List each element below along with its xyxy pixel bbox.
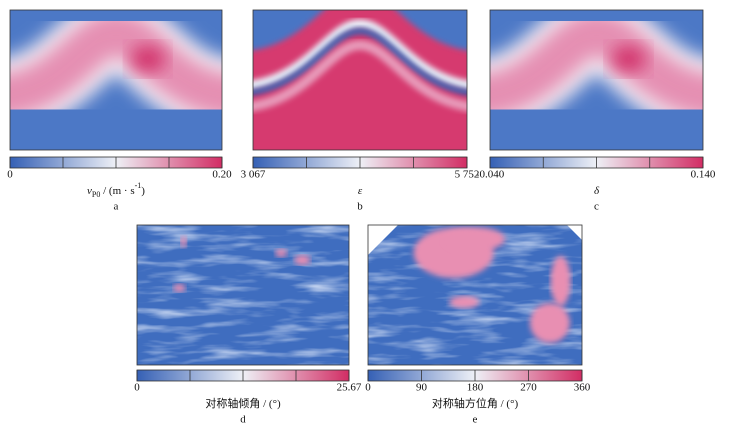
heat-core (610, 45, 647, 73)
colorbar-tick-label: 0 (365, 382, 371, 394)
colorbar-tick-label: 0 (7, 169, 13, 181)
heatmap (137, 225, 349, 365)
heat-spot (294, 255, 311, 265)
heat-spot (445, 227, 505, 251)
heat-noise (137, 225, 349, 365)
heatmap (253, 10, 467, 150)
heat-band (253, 27, 467, 96)
colorbar-tick-label: 25.67 (337, 382, 362, 394)
panel: 0 25.67 对称轴倾角 / (°) d (134, 224, 362, 426)
heat-band (490, 11, 703, 118)
colorbar-label: 对称轴倾角 / (°) (205, 396, 281, 410)
colorbar-label: δ (594, 185, 600, 197)
heat-band (10, 11, 222, 118)
panel: -0.040 0.140 δc (476, 9, 716, 213)
heatmap (368, 225, 582, 365)
heat-spot (550, 256, 571, 306)
colorbar-label: ε (358, 185, 363, 197)
panel-letter: e (473, 414, 478, 426)
heat-band (253, 18, 467, 91)
label-part: δ (594, 185, 600, 197)
heat-frame (489, 9, 704, 151)
label-part: P0 (92, 190, 100, 199)
colorbar-tick-label: 0 (134, 382, 140, 394)
colorbar-tick-label: 5 752 (455, 169, 480, 181)
panel: 0 0.20 vP0 / (m · s-1) a (7, 9, 232, 213)
colorbar-tick-label: 0.20 (212, 169, 232, 181)
colorbar-tick-label: 180 (467, 382, 484, 394)
heat-frame (367, 224, 583, 366)
panel-letter: b (357, 201, 363, 213)
heat-spot (449, 296, 480, 308)
label-part: 对称轴倾角 / (°) (205, 396, 281, 410)
colorbar-label: 对称轴方位角 / (°) (432, 396, 519, 410)
heat-spot (173, 284, 186, 292)
panel-letter: d (240, 414, 246, 426)
colorbar-label: vP0 / (m · s-1) (87, 181, 145, 199)
colorbar-tick-label: 270 (520, 382, 537, 394)
colorbar-tick-label: 90 (416, 382, 428, 394)
panel-letter: c (594, 201, 599, 213)
heat-spot (529, 303, 570, 343)
label-part: v (87, 185, 92, 197)
label-part: ) (141, 185, 145, 197)
colorbar-tick-label: 360 (574, 382, 591, 394)
panel-letter: a (114, 201, 119, 213)
colorbar-tick-label: -0.040 (476, 169, 505, 181)
heat-spot (180, 235, 187, 248)
heatmap (490, 10, 703, 150)
label-part: ε (358, 185, 363, 197)
panel: 3 067 5 752 εb (241, 9, 480, 213)
heat-frame (136, 224, 350, 366)
heat-frame (9, 9, 223, 151)
heat-void (368, 225, 582, 255)
panel: 0 90 180 270 360 对称轴方位角 / (°) e (365, 224, 591, 426)
label-part: 对称轴方位角 / (°) (432, 396, 519, 410)
heatmap (10, 10, 222, 150)
heat-core (129, 45, 166, 73)
heat-band (253, 39, 467, 112)
colorbar-tick-label: 3 067 (241, 169, 266, 181)
label-part: -1 (135, 181, 142, 190)
heat-frame (252, 9, 468, 151)
heat-spot (275, 249, 288, 257)
colorbar-tick-label: 0.140 (691, 169, 716, 181)
heat-band (253, 10, 467, 51)
label-part: / (m · s (100, 185, 134, 197)
